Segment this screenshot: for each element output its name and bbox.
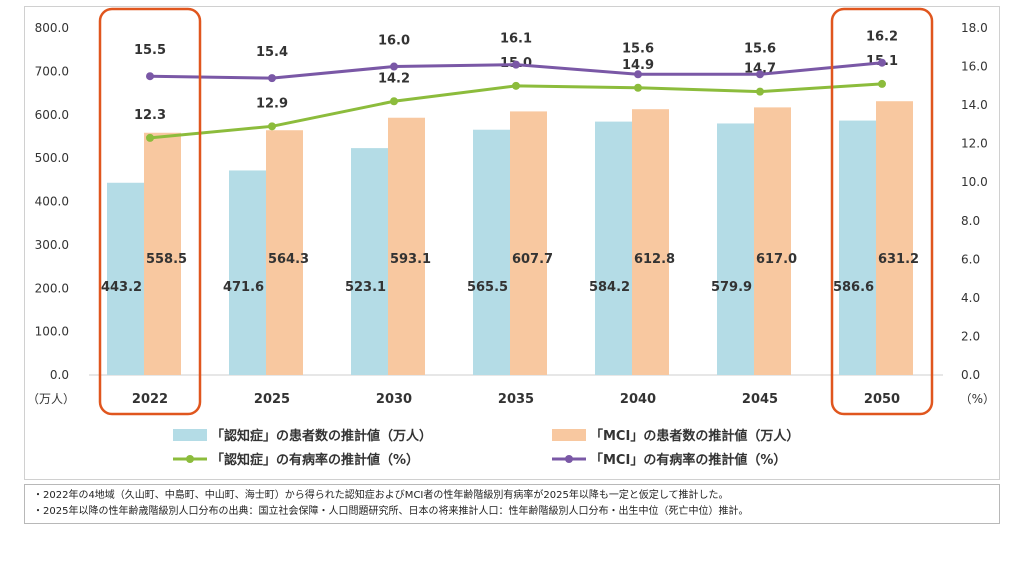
y-right-tick-label: 4.0 (961, 291, 980, 305)
line-data-label: 15.5 (134, 43, 166, 58)
bar-data-label: 564.3 (268, 252, 309, 267)
series-point-mci-rate (878, 58, 886, 67)
y-right-unit: （%） (960, 392, 995, 406)
y-right-tick-label: 14.0 (961, 98, 988, 112)
bar-mci (388, 117, 425, 376)
bar-data-label: 631.2 (878, 252, 919, 267)
footnote-line: ・2025年以降の性年齢歳階級別人口分布の出典：国立社会保障・人口問題研究所、日… (33, 506, 749, 517)
y-right-tick-label: 10.0 (961, 175, 988, 189)
line-data-label: 14.2 (378, 71, 410, 86)
bar-dementia (717, 123, 754, 375)
bar-data-label: 617.0 (756, 252, 797, 267)
line-data-label: 15.4 (256, 45, 288, 60)
bar-dementia (839, 120, 876, 375)
bar-data-label: 523.1 (345, 280, 386, 295)
series-point-dementia-rate (268, 122, 276, 131)
bar-dementia (351, 148, 388, 375)
bar-dementia (473, 129, 510, 375)
y-left-tick-label: 300.0 (35, 238, 69, 252)
bar-mci (266, 130, 303, 375)
x-category-label: 2030 (376, 392, 412, 407)
bar-data-label: 612.8 (634, 252, 675, 267)
chart-svg: 0.0 100.0 200.0 300.0 400.0 500.0 600.0 700.0 80… (27, 7, 995, 468)
series-point-mci-rate (756, 70, 764, 79)
footnote-box: ・2022年の4地域（久山町、中島町、中山町、海士町）から得られた認知症およびM… (24, 484, 1000, 524)
x-category-label: 2022 (132, 392, 168, 407)
series-point-mci-rate (390, 62, 398, 71)
bar-data-label: 586.6 (833, 280, 874, 295)
bar-data-label: 593.1 (390, 252, 431, 267)
line-data-label: 12.9 (256, 96, 288, 111)
y-right-tick-label: 0.0 (961, 368, 980, 382)
series-point-dementia-rate (756, 87, 764, 96)
y-left-tick-label: 800.0 (35, 21, 69, 35)
series-point-dementia-rate (512, 81, 520, 90)
bar-data-label: 443.2 (101, 280, 142, 295)
line-data-label: 14.9 (622, 58, 654, 73)
chart-frame: 0.0 100.0 200.0 300.0 400.0 500.0 600.0 700.0 80… (24, 6, 1000, 480)
bar-data-label: 558.5 (146, 252, 187, 267)
highlight-box (98, 7, 202, 416)
x-category-label: 2040 (620, 392, 656, 407)
legend-swatch-bar (552, 429, 586, 441)
series-point-dementia-rate (390, 97, 398, 106)
y-right-tick-label: 16.0 (961, 60, 988, 74)
line-data-label: 12.3 (134, 108, 166, 123)
y-left-tick-label: 400.0 (35, 195, 69, 209)
series-point-mci-rate (512, 60, 520, 69)
footnote-line: ・2022年の4地域（久山町、中島町、中山町、海士町）から得られた認知症およびM… (33, 490, 729, 501)
legend-swatch-marker (186, 455, 194, 463)
line-data-label: 16.2 (866, 30, 898, 45)
bar-data-label: 579.9 (711, 280, 752, 295)
y-left-tick-label: 500.0 (35, 151, 69, 165)
bar-dementia (229, 170, 266, 375)
y-left-tick-label: 200.0 (35, 281, 69, 295)
legend-label: 「MCI」の有病率の推計値（%） (590, 452, 786, 468)
bar-mci (876, 101, 913, 375)
series-point-mci-rate (634, 70, 642, 79)
series-point-dementia-rate (634, 83, 642, 92)
bar-mci (754, 107, 791, 375)
x-category-label: 2035 (498, 392, 534, 407)
legend-label: 「MCI」の患者数の推計値（万人） (590, 428, 799, 444)
bar-mci (632, 109, 669, 375)
bar-data-label: 565.5 (467, 280, 508, 295)
bar-dementia (107, 182, 144, 375)
y-left-unit: （万人） (27, 392, 75, 406)
y-right-tick-label: 6.0 (961, 252, 980, 266)
legend-label: 「認知症」の有病率の推計値（%） (211, 452, 419, 468)
line-data-label: 15.6 (622, 41, 654, 56)
y-right-tick-label: 12.0 (961, 137, 988, 151)
line-data-label: 16.1 (500, 32, 532, 47)
highlight-box (830, 7, 934, 416)
bar-data-label: 584.2 (589, 280, 630, 295)
series-point-dementia-rate (878, 79, 886, 88)
bar-mci (510, 111, 547, 375)
y-left-tick-label: 600.0 (35, 108, 69, 122)
bar-dementia (595, 121, 632, 376)
x-category-label: 2025 (254, 392, 290, 407)
bar-data-label: 607.7 (512, 252, 553, 267)
y-left-tick-label: 700.0 (35, 64, 69, 78)
legend-swatch-marker (565, 455, 573, 463)
y-left-tick-label: 0.0 (50, 368, 69, 382)
bar-mci (144, 132, 181, 375)
y-right-tick-label: 2.0 (961, 329, 980, 343)
line-data-label: 15.6 (744, 41, 776, 56)
x-category-label: 2045 (742, 392, 778, 407)
y-left-tick-label: 100.0 (35, 325, 69, 339)
y-right-tick-label: 18.0 (961, 21, 988, 35)
y-right-tick-label: 8.0 (961, 214, 980, 228)
series-point-mci-rate (268, 74, 276, 83)
series-point-dementia-rate (146, 133, 154, 142)
line-data-label: 16.0 (378, 34, 410, 49)
series-point-mci-rate (146, 72, 154, 81)
bar-data-label: 471.6 (223, 280, 264, 295)
legend-label: 「認知症」の患者数の推計値（万人） (211, 428, 432, 444)
legend-swatch-bar (173, 429, 207, 441)
x-category-label: 2050 (864, 392, 900, 407)
